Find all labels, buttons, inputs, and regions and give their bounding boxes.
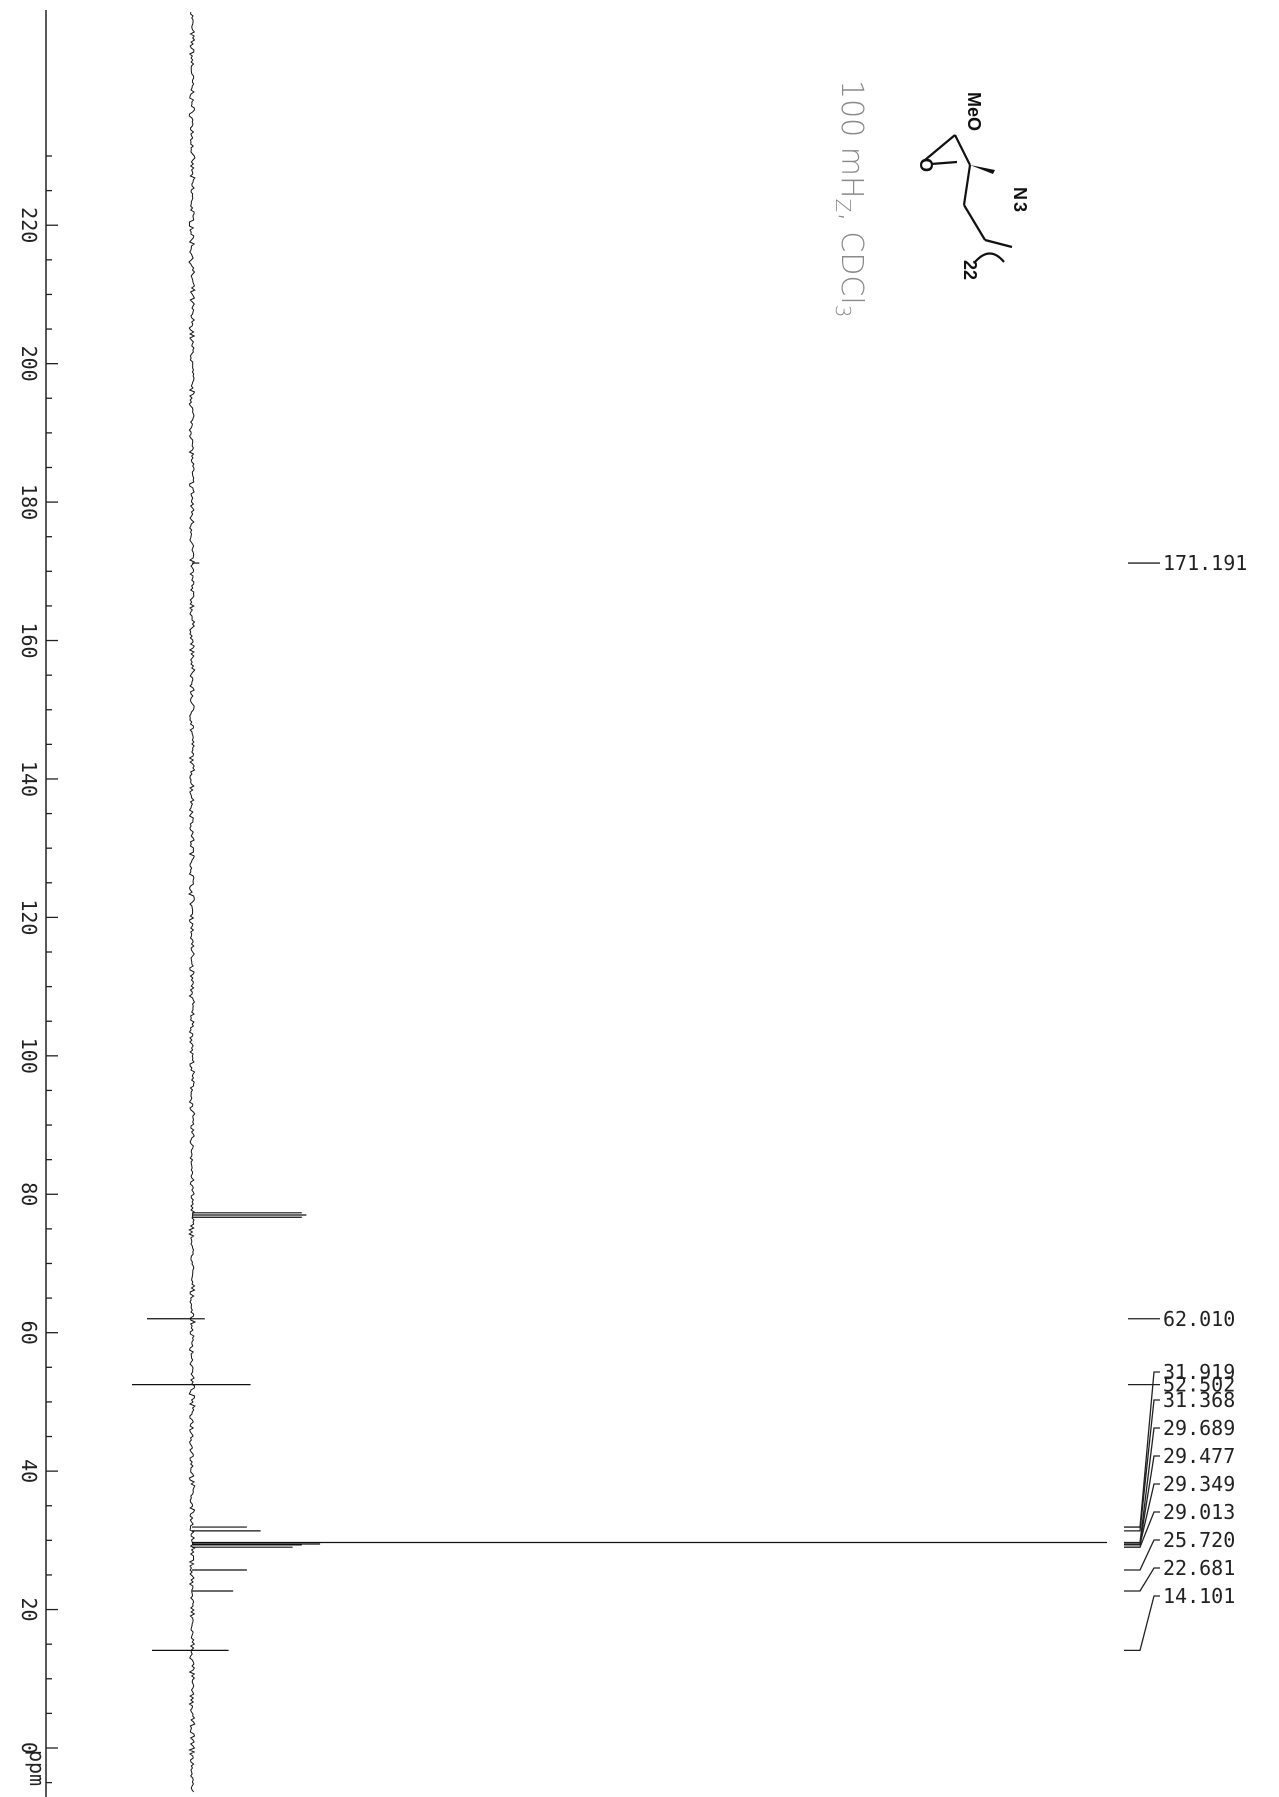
axis-tick-label: 140 <box>17 761 41 797</box>
peak-label: 29.689 <box>1163 1416 1235 1440</box>
molecule-structure <box>924 134 1013 263</box>
peak-label-connector <box>1124 1511 1160 1548</box>
axis-tick-label: 20 <box>17 1598 41 1622</box>
axis-tick-label: 60 <box>17 1321 41 1345</box>
axis-tick-label: 160 <box>17 622 41 658</box>
meo-label: MeO <box>964 92 984 131</box>
peak-label-connector <box>1124 1399 1160 1532</box>
peak-label-connector <box>1124 1539 1160 1571</box>
peak-label-connector <box>1124 1567 1160 1592</box>
axis-tick-label: 80 <box>17 1182 41 1206</box>
peak-label: 31.368 <box>1163 1388 1235 1412</box>
axis-tick-label: 220 <box>17 207 41 243</box>
peak-label: 25.720 <box>1163 1528 1235 1552</box>
peak-label: 22.681 <box>1163 1556 1235 1580</box>
peak-label-connector <box>1124 1483 1160 1546</box>
axis-tick-label: 0 <box>17 1742 41 1754</box>
peak-label: 29.013 <box>1163 1500 1235 1524</box>
axis-tick-label: 180 <box>17 484 41 520</box>
peak-label: 171.191 <box>1163 551 1247 575</box>
peak-label: 62.010 <box>1163 1307 1235 1331</box>
peak-label-connector <box>1124 1427 1160 1544</box>
svg-text:100 mHZ, CDCl3: 100 mHZ, CDCl3 <box>831 80 869 317</box>
peak-label-connector <box>1124 1455 1160 1545</box>
axis-tick-label: 100 <box>17 1038 41 1074</box>
spectrum-baseline <box>188 11 197 1793</box>
wedge-bond <box>970 165 995 174</box>
peak-label: 29.477 <box>1163 1444 1235 1468</box>
peak-label: 14.101 <box>1163 1584 1235 1608</box>
repeat-count-label: 22 <box>960 260 980 280</box>
annotation-solvent: , CDCl <box>834 212 869 304</box>
axis-tick-label: 200 <box>17 346 41 382</box>
axis-label-ppm: ppm <box>25 1750 49 1786</box>
spectrum-trace <box>132 11 1107 1793</box>
peak-label: 52.502 <box>1163 1373 1235 1397</box>
molecule-labels: MeO O N 3 22 <box>916 92 1030 280</box>
annotation-solvent-sub: 3 <box>831 305 855 318</box>
axis-tick-label: 120 <box>17 899 41 935</box>
sample-annotation: 100 mHZ, CDCl3 <box>831 80 869 317</box>
peak-label-connector <box>1124 1595 1160 1652</box>
azide-n-sub: 3 <box>1010 202 1030 212</box>
axis-tick-label: 40 <box>17 1459 41 1483</box>
annotation-frequency-sub: Z <box>831 199 855 213</box>
azide-n-label: N <box>1010 187 1030 200</box>
peak-label-connector <box>1124 1371 1160 1528</box>
annotation-frequency: 100 mH <box>834 80 869 199</box>
peak-label: 31.919 <box>1163 1360 1235 1384</box>
carbonyl-o-label: O <box>916 158 936 172</box>
peak-label: 29.349 <box>1163 1472 1235 1496</box>
